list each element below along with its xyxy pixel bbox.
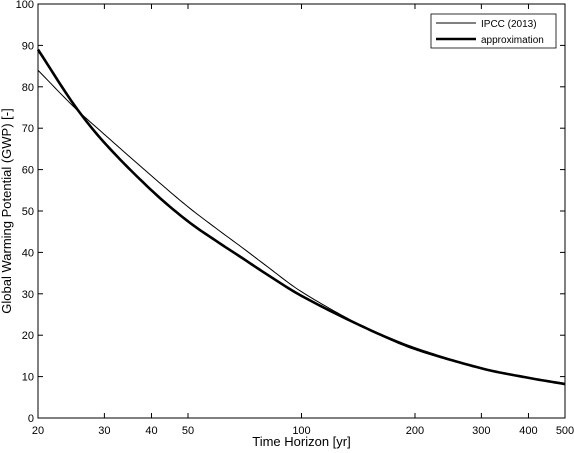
x-tick-label: 20	[32, 425, 44, 437]
x-tick-label: 30	[98, 425, 110, 437]
legend-label-ipcc: IPCC (2013)	[481, 19, 537, 30]
x-axis-label: Time Horizon [yr]	[252, 434, 350, 449]
x-tick-label: 100	[292, 425, 310, 437]
y-tick-label: 70	[22, 123, 34, 135]
x-tick-label: 40	[145, 425, 157, 437]
y-axis-label: Global Warming Potential (GWP) [-]	[0, 108, 14, 313]
y-tick-label: 60	[22, 165, 34, 177]
legend-box	[430, 13, 557, 49]
y-tick-label: 100	[16, 0, 34, 11]
legend: IPCC (2013) approximation	[430, 13, 557, 49]
plot-frame	[37, 3, 566, 419]
x-tick-label: 200	[406, 425, 424, 437]
y-tick-label: 80	[22, 82, 34, 94]
y-tick-label: 0	[28, 413, 34, 425]
x-tick-label: 300	[472, 425, 490, 437]
series-layer	[36, 48, 566, 386]
y-tick-label: 90	[22, 40, 34, 52]
y-tick-label: 40	[22, 247, 34, 259]
x-tick-label: 50	[182, 425, 194, 437]
tick-layer: 20 30 40 50 100 200 300 400 500 0 10 20 30 40 50 60 70 80…	[16, 0, 574, 437]
series-line-approximation	[36, 48, 566, 386]
y-tick-label: 50	[22, 206, 34, 218]
x-tick-label: 500	[556, 425, 574, 437]
legend-label-approximation: approximation	[481, 35, 544, 46]
x-tick-label: 400	[519, 425, 537, 437]
series-line-ipcc	[37, 69, 566, 384]
y-tick-label: 30	[22, 289, 34, 301]
y-tick-label: 20	[22, 330, 34, 342]
y-tick-label: 10	[22, 372, 34, 384]
